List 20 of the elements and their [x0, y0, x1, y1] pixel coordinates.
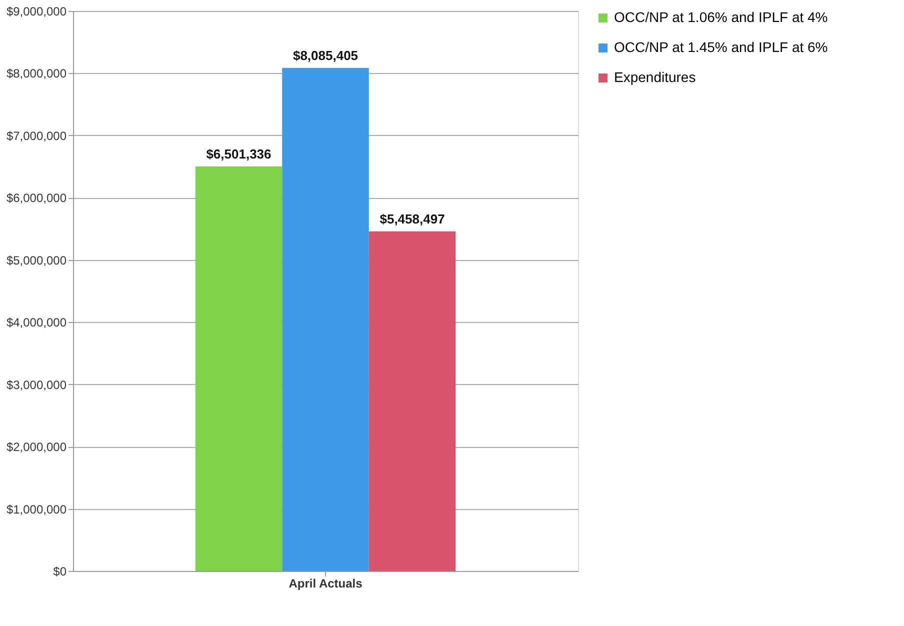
y-tick-label: $8,000,000: [6, 66, 67, 81]
y-tick-label: $6,000,000: [6, 191, 67, 206]
legend-label: Expenditures: [614, 69, 696, 85]
bar: [282, 68, 369, 571]
bar: [195, 166, 282, 571]
y-tick-label: $4,000,000: [6, 316, 67, 330]
y-tick-label: $3,000,000: [6, 378, 67, 392]
y-tick-label: $7,000,000: [6, 128, 67, 143]
y-tick-label: $9,000,000: [6, 4, 67, 18]
y-tick-label: $1,000,000: [6, 502, 67, 516]
y-tick-label: $0: [53, 564, 67, 578]
y-tick-label: $5,000,000: [6, 253, 67, 268]
legend-label: OCC/NP at 1.45% and IPLF at 6%: [614, 39, 828, 55]
text: $6,501,336: [206, 146, 272, 162]
text: $8,085,405: [292, 48, 358, 63]
y-tick-label: $2,000,000: [6, 440, 67, 454]
x-tick-label: April Actuals: [288, 576, 363, 590]
bar: [368, 231, 456, 571]
legend-label: OCC/NP at 1.06% and IPLF at 4%: [614, 9, 828, 25]
text: $5,458,497: [380, 211, 445, 226]
